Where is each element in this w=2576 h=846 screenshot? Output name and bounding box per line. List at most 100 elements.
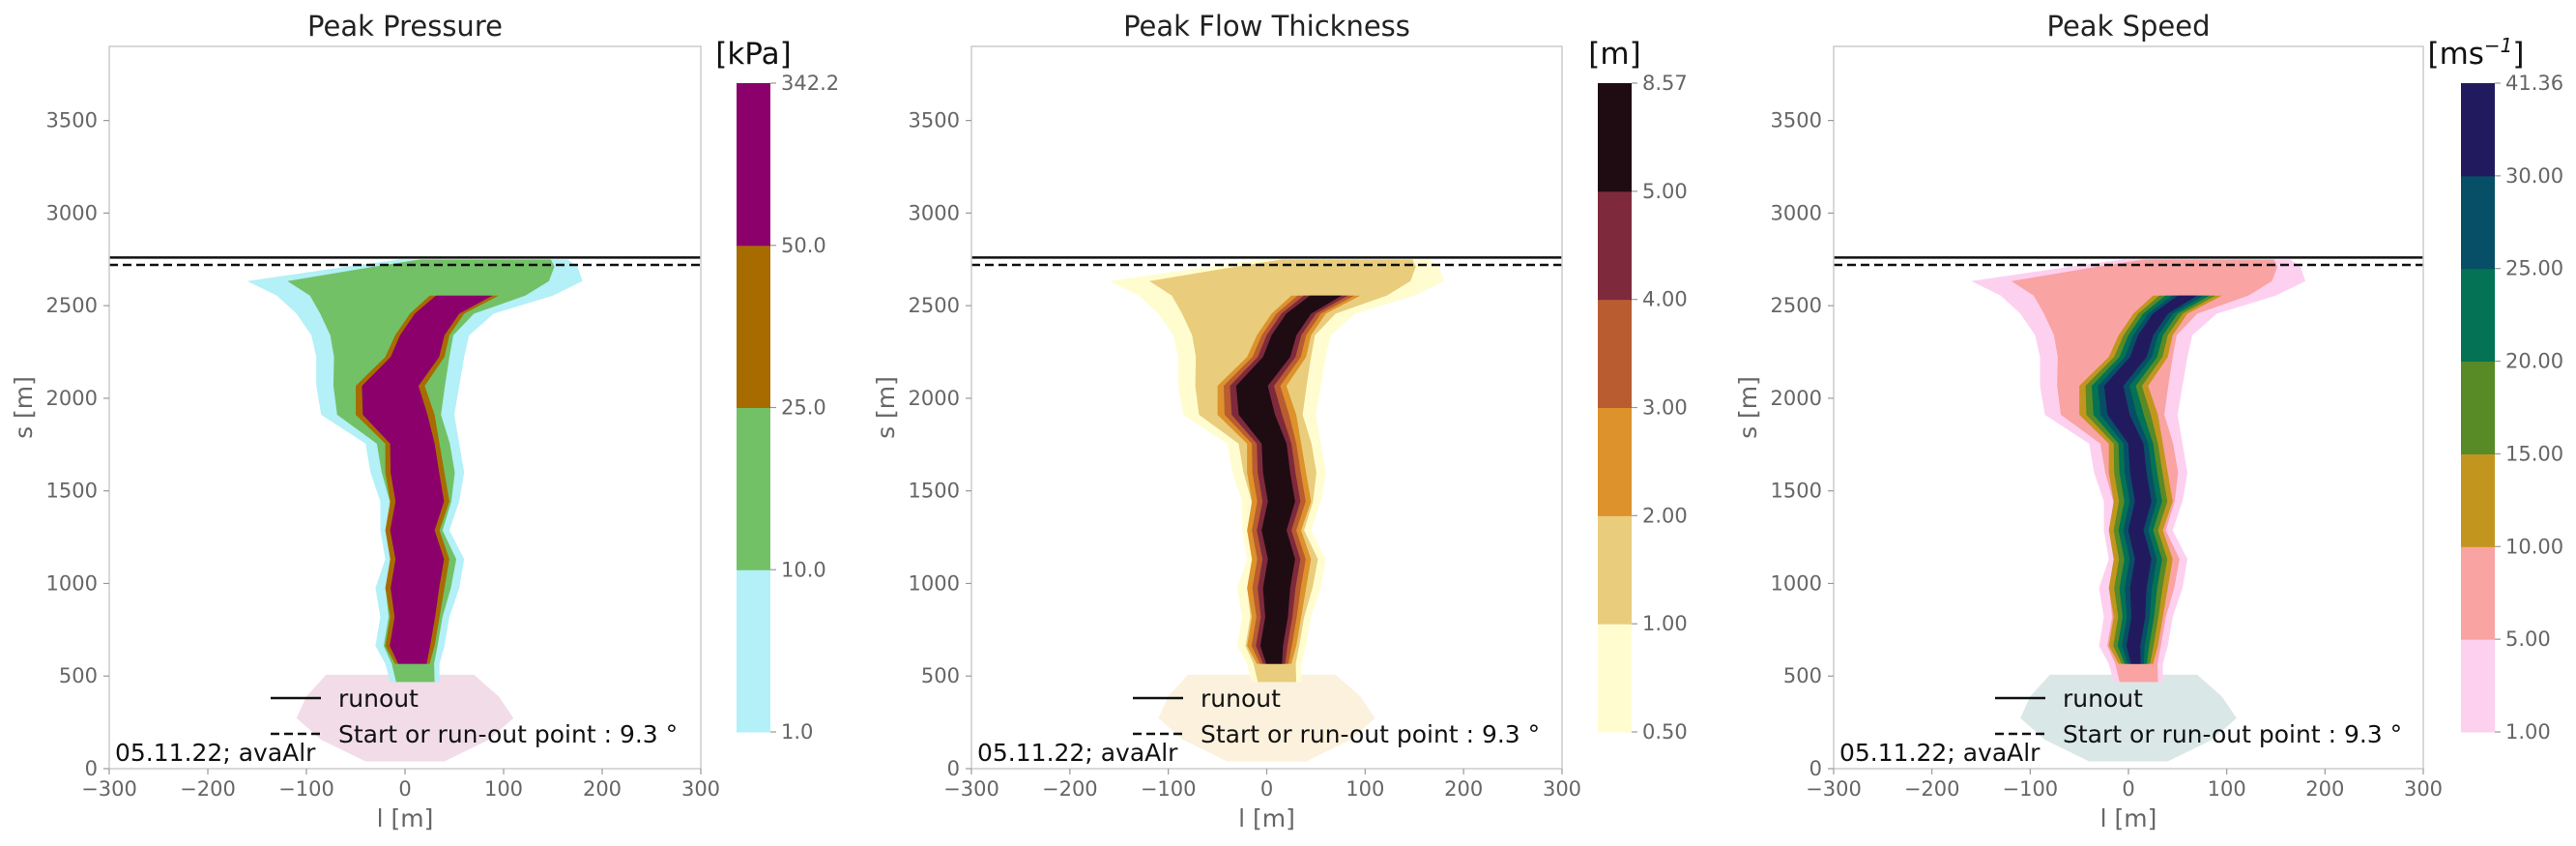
runout-area	[296, 674, 514, 762]
colorbar-segment	[1598, 83, 1632, 192]
y-tick-label: 500	[1783, 664, 1822, 687]
x-tick-label: −200	[1904, 777, 1960, 801]
colorbar-tick-label: 1.00	[2505, 720, 2551, 744]
legend-runout-label: runout	[1201, 685, 1281, 713]
colorbar-segment	[1598, 299, 1632, 408]
colorbar-segment	[1598, 407, 1632, 516]
legend-runout-label: runout	[2063, 685, 2143, 713]
chart-title: Peak Speed	[2047, 10, 2211, 43]
y-tick-label: 3000	[909, 201, 960, 224]
x-tick-label: 300	[2404, 777, 2443, 801]
runout-area	[2020, 674, 2237, 762]
panel-peak-flow-thickness: Peak Flow Thickness −300 −200 −100 0 100 200 30…	[872, 10, 1688, 832]
y-tick-label: 2000	[1771, 387, 1822, 410]
x-tick-label: −100	[278, 777, 334, 801]
x-tick-label: −100	[1141, 777, 1197, 801]
colorbar-unit-label: [m]	[1588, 37, 1640, 72]
colorbar-segment	[737, 245, 770, 408]
x-tick-label: 0	[398, 777, 411, 801]
y-tick-label: 3500	[909, 109, 960, 132]
x-tick-label: −300	[81, 777, 137, 801]
y-tick-label: 0	[85, 757, 98, 780]
chart-title: Peak Flow Thickness	[1123, 10, 1410, 43]
footprint-class-6	[1235, 295, 1342, 664]
y-tick-label: 1000	[1771, 571, 1822, 595]
x-tick-label: 100	[1346, 777, 1384, 801]
colorbar-segment	[2461, 175, 2495, 270]
y-tick-label: 2500	[1771, 294, 1822, 317]
colorbar-tick-label: 50.0	[781, 234, 826, 257]
colorbar-segment	[737, 407, 770, 570]
colorbar-tick-label: 4.00	[1642, 288, 1688, 311]
colorbar-tick-label: 2.00	[1642, 504, 1688, 527]
colorbar-tick-label: 1.0	[781, 720, 813, 744]
x-axis-label: l [m]	[377, 804, 434, 832]
colorbar-segment	[1598, 624, 1632, 733]
legend-start-label: Start or run-out point : 9.3 °	[1201, 720, 1540, 748]
colorbar-tick-label: 10.0	[781, 558, 826, 581]
x-axis-label: l [m]	[2100, 804, 2157, 832]
x-tick-label: 200	[1444, 777, 1483, 801]
footprint-class-6	[2098, 295, 2204, 664]
plot-area	[1971, 259, 2305, 762]
x-tick-label: 100	[484, 777, 523, 801]
panel-peak-speed: Peak Speed−300 −200 −100 0 100 200 30005001000…	[1734, 10, 2563, 832]
y-tick-label: 3000	[1771, 201, 1822, 224]
colorbar-tick-label: 5.00	[2505, 627, 2551, 651]
date-annotation: 05.11.22; avaAlr	[977, 739, 1178, 767]
y-tick-label: 2500	[909, 294, 960, 317]
y-axis-label: s [m]	[872, 376, 900, 439]
colorbar-unit-label: [ms−1]	[2427, 34, 2524, 72]
colorbar-segment	[1598, 515, 1632, 625]
colorbar-tick-label: 342.2	[781, 72, 839, 95]
colorbar: 1.00 5.00 10.00 15.00 20.00 25.00 30.00 41.36[m…	[2427, 34, 2563, 744]
x-tick-label: −200	[180, 777, 236, 801]
colorbar-tick-label: 10.00	[2505, 535, 2563, 558]
y-tick-label: 500	[59, 664, 98, 687]
colorbar-tick-label: 5.00	[1642, 180, 1688, 203]
x-tick-label: −200	[1042, 777, 1098, 801]
legend-runout-label: runout	[338, 685, 419, 713]
colorbar-tick-label: 25.00	[2505, 257, 2563, 280]
y-tick-label: 1500	[909, 480, 960, 503]
colorbar-tick-label: 1.00	[1642, 612, 1688, 635]
x-tick-label: 100	[2208, 777, 2246, 801]
y-tick-label: 1500	[1771, 480, 1822, 503]
y-axis-label: s [m]	[10, 376, 38, 439]
x-axis-label: l [m]	[1238, 804, 1295, 832]
colorbar-segment	[1598, 190, 1632, 301]
colorbar-tick-label: 8.57	[1642, 72, 1688, 95]
colorbar-tick-label: 0.50	[1642, 720, 1688, 744]
colorbar-tick-label: 41.36	[2505, 72, 2563, 95]
chart-title: Peak Pressure	[307, 10, 503, 43]
y-tick-label: 3000	[46, 201, 98, 224]
x-tick-label: 300	[681, 777, 720, 801]
legend-start-label: Start or run-out point : 9.3 °	[2063, 720, 2402, 748]
x-tick-label: 300	[1543, 777, 1581, 801]
colorbar-segment	[2461, 546, 2495, 640]
colorbar-segment	[2461, 453, 2495, 547]
plot-area	[1109, 259, 1444, 762]
y-axis-label: s [m]	[1734, 376, 1762, 439]
colorbar-tick-label: 3.00	[1642, 396, 1688, 420]
colorbar-segment	[737, 569, 770, 733]
x-tick-label: 200	[583, 777, 622, 801]
y-tick-label: 2500	[46, 294, 98, 317]
colorbar-unit-label: [kPa]	[715, 37, 791, 72]
x-tick-label: 0	[2122, 777, 2134, 801]
y-tick-label: 2000	[46, 387, 98, 410]
y-tick-label: 0	[1809, 757, 1822, 780]
colorbar-segment	[2461, 361, 2495, 454]
colorbar-tick-label: 25.0	[781, 396, 826, 420]
x-tick-label: 0	[1260, 777, 1273, 801]
y-tick-label: 3500	[46, 109, 98, 132]
x-tick-label: −300	[943, 777, 999, 801]
y-tick-label: 1500	[46, 480, 98, 503]
x-tick-label: −300	[1806, 777, 1862, 801]
x-tick-label: 200	[2305, 777, 2344, 801]
x-tick-label: −100	[2002, 777, 2058, 801]
colorbar-segment	[2461, 639, 2495, 733]
footprint-class-4	[362, 295, 493, 664]
date-annotation: 05.11.22; avaAlr	[115, 739, 316, 767]
